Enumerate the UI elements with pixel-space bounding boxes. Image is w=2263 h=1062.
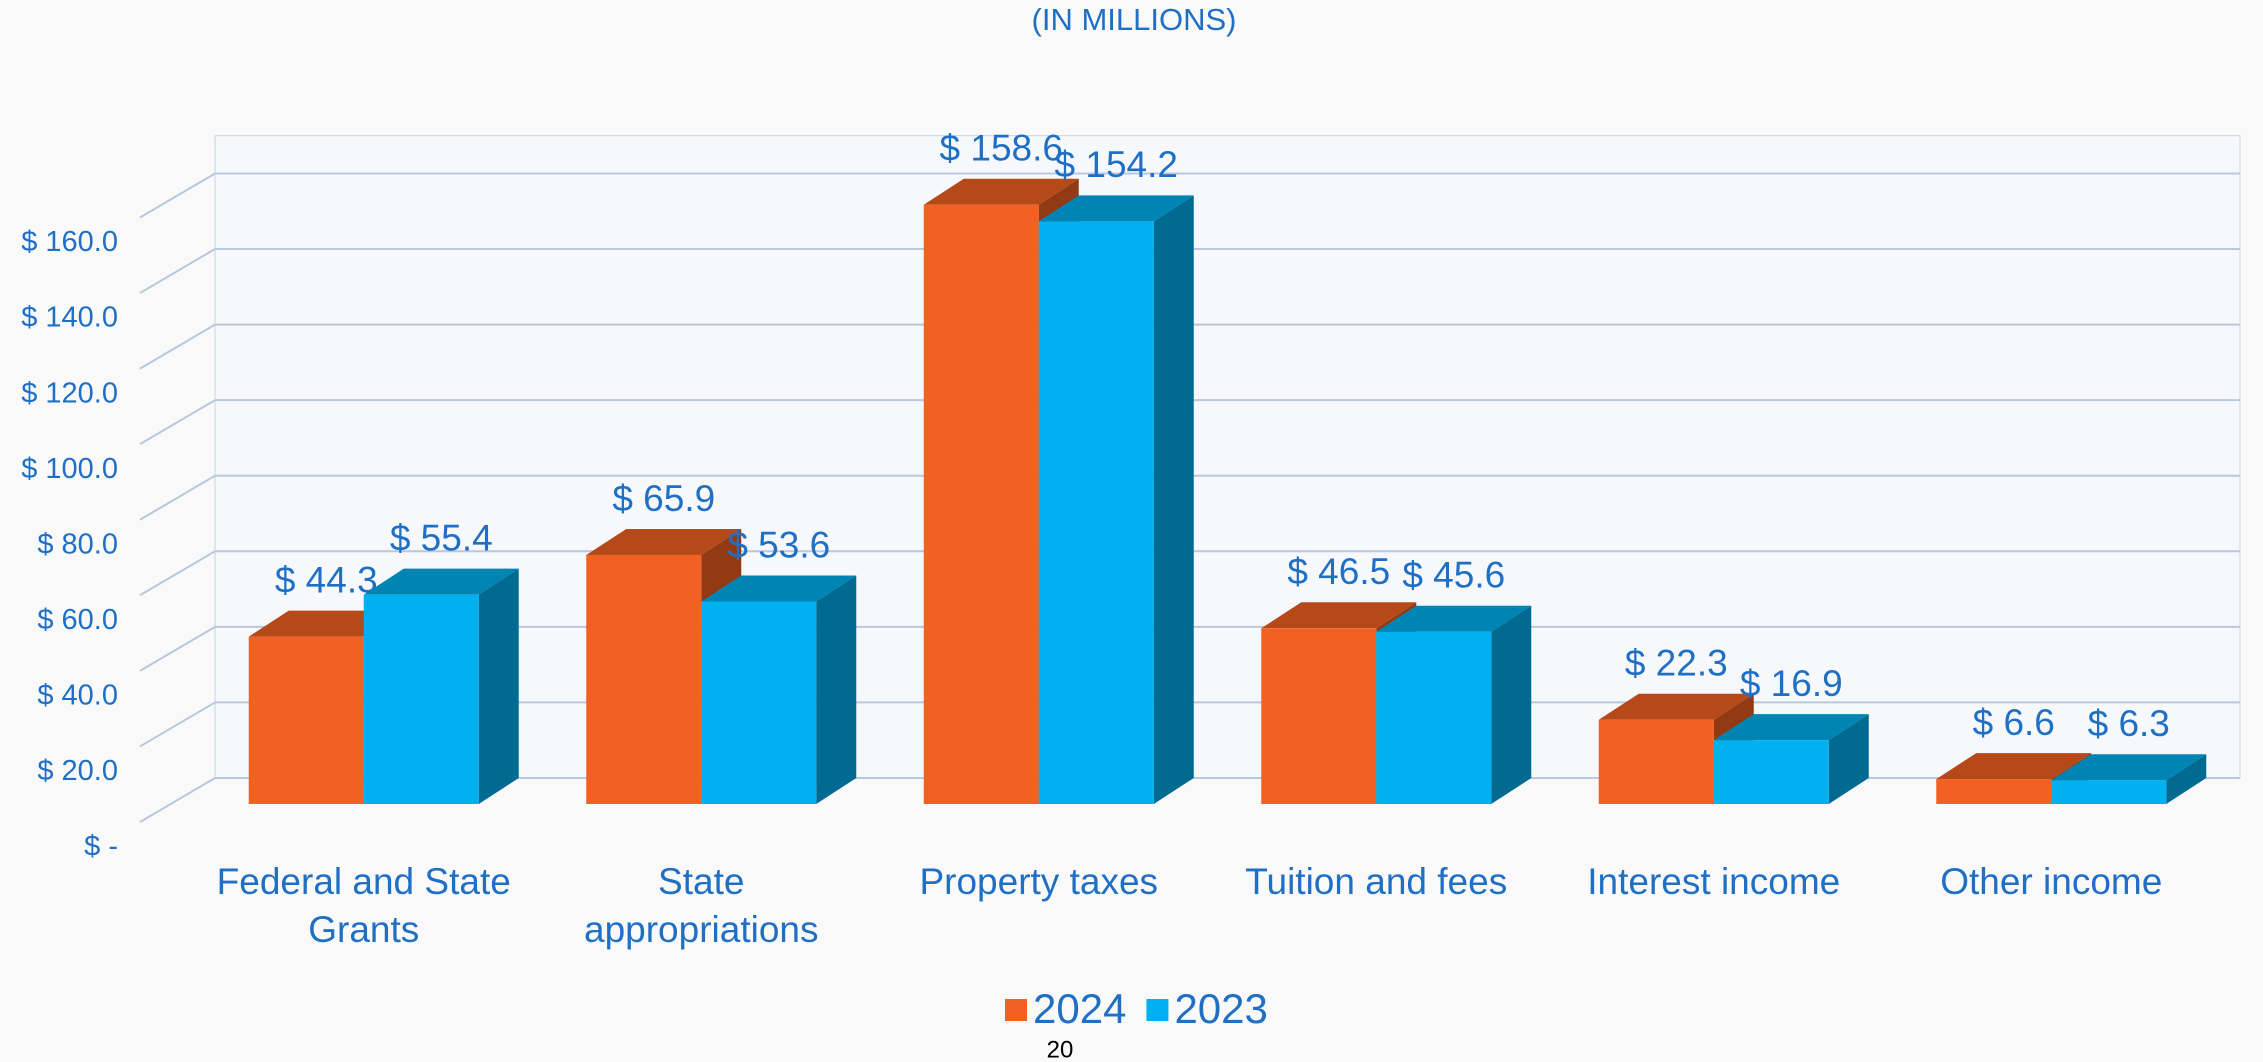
grid-line-side [139,550,216,597]
bar-top [363,568,519,595]
legend-swatch [1005,999,1027,1021]
value-label: $ 44.3 [275,559,378,600]
bar-top [1936,753,2092,780]
bar-side [2166,754,2207,804]
legend-label: 2024 [1033,985,1126,1032]
x-tick-label: Other income [1940,861,2163,902]
x-tick-label: Federal and State Grants [216,861,511,950]
bar-top [701,575,857,602]
y-tick-label: $ 140.0 [21,302,118,334]
y-tick-label: $ - [84,831,118,863]
grid-line-side [139,399,216,446]
bar [1936,779,2052,804]
bar [923,204,1039,805]
legend-swatch [1146,999,1169,1021]
chart-title: (IN MILLIONS) [1032,2,1237,37]
x-tick-label: Interest income [1587,861,1841,902]
value-label: $ 65.9 [612,478,715,519]
value-label: $ 158.6 [940,128,1063,169]
bar-top [1261,602,1417,629]
value-label: $ 22.3 [1625,643,1728,684]
x-tick-label: State appropriations [584,861,819,950]
value-label: $ 6.6 [1973,702,2055,743]
bar [2051,780,2167,804]
grid-line-side [139,701,216,748]
bar [1038,221,1154,804]
bar-top [923,178,1079,205]
x-tick-label: Property taxes [919,861,1159,902]
bar [586,555,702,804]
y-tick-label: $ 80.0 [37,528,118,560]
bar [701,601,817,804]
bar [248,636,364,804]
legend-label: 2023 [1174,985,1267,1032]
value-label: $ 45.6 [1402,554,1505,595]
y-tick-label: $ 20.0 [37,755,118,787]
bar-top [1598,693,1754,720]
y-tick-label: $ 160.0 [21,226,118,258]
bar-side [816,575,857,804]
x-tick-label: Tuition and fees [1245,861,1508,902]
y-tick-label: $ 120.0 [21,377,118,409]
bar [1376,631,1492,804]
value-label: $ 154.2 [1055,144,1178,185]
page-number: 20 [1047,1036,1074,1062]
y-tick-label: $ 60.0 [37,604,118,636]
bar-top [2051,754,2207,781]
grid-line-side [139,626,216,672]
value-label: $ 55.4 [390,517,493,558]
back-wall [214,135,2241,779]
bar-side [478,568,519,804]
grid-line-side [139,323,216,370]
bar [1261,628,1377,804]
bar-side [1491,605,1532,804]
bar-side [1153,195,1194,804]
bar [1713,740,1829,804]
bar-top [1038,195,1194,222]
bar [1598,719,1714,804]
grid-line-side [139,172,216,219]
bar-top [1713,714,1869,741]
bar-top [586,529,742,556]
value-label: $ 16.9 [1740,663,1843,704]
value-label: $ 46.5 [1287,551,1390,592]
y-tick-label: $ 100.0 [21,453,118,485]
bar-side [1828,714,1869,804]
value-label: $ 6.3 [2088,703,2170,744]
bar-top [1376,605,1532,632]
grid-line-side [139,474,216,521]
y-tick-label: $ 40.0 [37,680,118,712]
grid-line-side [139,248,216,294]
value-label: $ 53.6 [727,524,830,565]
bar [363,594,479,804]
grid-line-side [139,777,216,823]
